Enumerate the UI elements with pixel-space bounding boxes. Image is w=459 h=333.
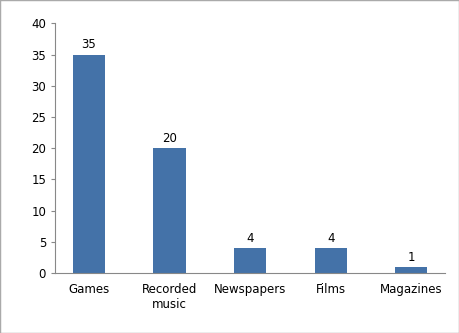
Bar xyxy=(73,55,105,273)
Bar xyxy=(395,267,427,273)
Text: 1: 1 xyxy=(408,251,415,264)
Bar xyxy=(153,148,186,273)
Text: 20: 20 xyxy=(162,132,177,145)
Bar xyxy=(234,248,266,273)
Bar xyxy=(314,248,347,273)
Text: 35: 35 xyxy=(82,38,96,51)
Text: 4: 4 xyxy=(327,232,335,245)
Text: 4: 4 xyxy=(246,232,254,245)
